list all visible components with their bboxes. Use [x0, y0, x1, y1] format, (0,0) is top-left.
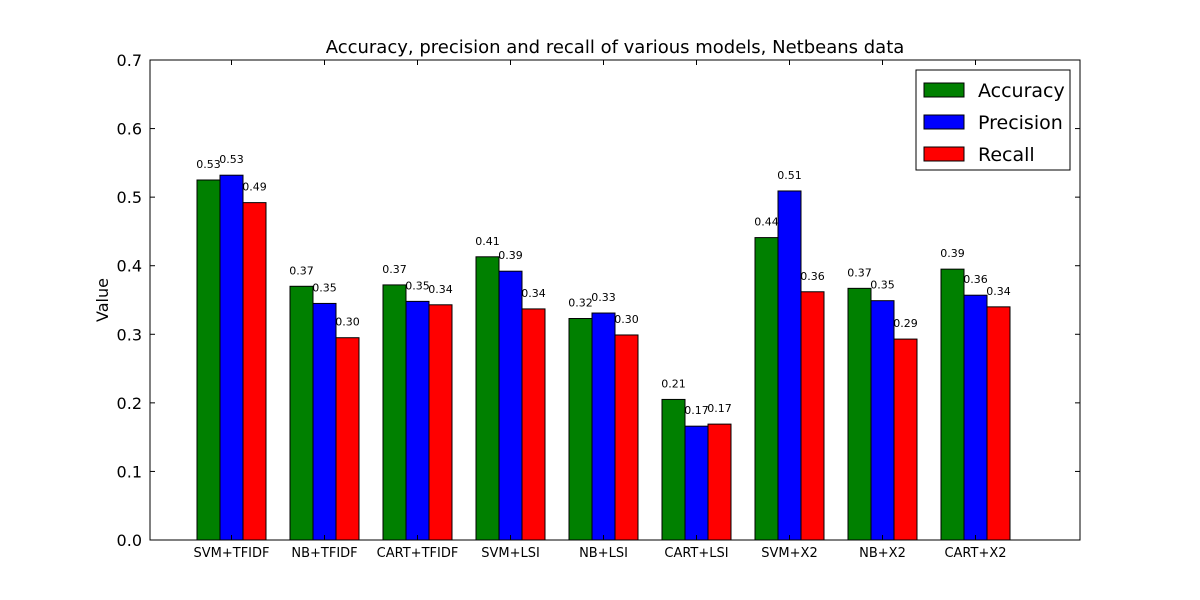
bar-accuracy-7	[847, 287, 872, 541]
bar-value-label: 0.35	[312, 281, 337, 294]
bar-value-label: 0.37	[847, 266, 872, 279]
bar-value-label: 0.41	[475, 235, 500, 248]
bar-recall-8	[986, 306, 1011, 541]
bar-value-label: 0.53	[196, 158, 221, 171]
legend-label-precision: Precision	[978, 112, 1063, 134]
bar-accuracy-0	[196, 179, 221, 541]
bar-precision-5	[684, 425, 709, 541]
bar-value-label: 0.30	[614, 313, 639, 326]
x-category-label: NB+TFIDF	[291, 546, 357, 561]
bar-value-label: 0.44	[754, 216, 779, 229]
bar-accuracy-2	[382, 284, 407, 541]
bar-precision-2	[405, 300, 430, 541]
bar-recall-5	[707, 423, 732, 541]
plot-frame	[149, 59, 1081, 541]
legend-label-recall: Recall	[978, 144, 1035, 166]
legend-label-accuracy: Accuracy	[978, 80, 1065, 102]
x-category-label: CART+TFIDF	[377, 546, 459, 561]
bar-value-label: 0.32	[568, 297, 593, 310]
y-tick-label: 0.5	[117, 188, 142, 207]
bar-precision-6	[777, 190, 802, 541]
bar-value-label: 0.21	[661, 377, 686, 390]
bar-recall-4	[614, 334, 639, 541]
bar-precision-8	[963, 294, 988, 541]
legend-swatch-precision	[923, 114, 965, 130]
bar-recall-0	[242, 202, 267, 541]
axes-group: 0.0 0.1 0.2 0.3 0.4 0.5 0.6 0.7 SVM+TFIDF NB+TFID…	[117, 51, 1081, 561]
y-tick-label: 0.0	[117, 531, 142, 550]
bar-value-label: 0.36	[963, 273, 988, 286]
x-category-label: SVM+X2	[761, 546, 817, 561]
bar-value-label: 0.35	[870, 279, 895, 292]
x-category-label: NB+X2	[859, 546, 906, 561]
bar-value-label: 0.30	[335, 316, 360, 329]
legend-swatch-recall	[923, 146, 965, 162]
bar-value-label: 0.39	[498, 249, 523, 262]
bar-value-label: 0.34	[521, 287, 546, 300]
bar-value-label: 0.49	[242, 181, 267, 194]
bar-recall-3	[521, 308, 546, 541]
bar-recall-6	[800, 291, 825, 541]
bar-value-label: 0.33	[591, 291, 616, 304]
x-category-label: CART+LSI	[664, 546, 728, 561]
x-category-label: SVM+TFIDF	[194, 546, 270, 561]
bar-recall-1	[335, 337, 360, 541]
y-tick-label: 0.2	[117, 394, 142, 413]
bar-value-label: 0.51	[777, 169, 802, 182]
bar-value-label: 0.17	[684, 404, 709, 417]
bar-value-label: 0.35	[405, 279, 430, 292]
bars-group	[196, 174, 1011, 541]
bar-value-label: 0.29	[893, 317, 918, 330]
bar-precision-0	[219, 174, 244, 541]
bar-value-labels: 0.530.530.490.370.350.300.370.350.340.41…	[196, 153, 1011, 417]
bar-value-label: 0.53	[219, 153, 244, 166]
bar-recall-2	[428, 304, 453, 541]
bar-value-label: 0.34	[986, 285, 1011, 298]
x-category-label: CART+X2	[944, 546, 1006, 561]
x-category-label: SVM+LSI	[481, 546, 540, 561]
bar-value-label: 0.37	[289, 264, 314, 277]
y-tick-label: 0.3	[117, 325, 142, 344]
bar-accuracy-6	[754, 237, 779, 541]
x-category-label: NB+LSI	[579, 546, 628, 561]
bar-precision-1	[312, 302, 337, 541]
bar-recall-7	[893, 338, 918, 541]
legend-swatch-accuracy	[923, 82, 965, 98]
bar-value-label: 0.37	[382, 263, 407, 276]
y-axis-label: Value	[93, 278, 112, 322]
y-tick-label: 0.4	[117, 257, 142, 276]
bar-value-label: 0.36	[800, 270, 825, 283]
bar-precision-3	[498, 270, 523, 541]
legend: Accuracy Precision Recall	[915, 69, 1071, 171]
y-tick-label: 0.1	[117, 462, 142, 481]
bar-precision-4	[591, 312, 616, 541]
y-tick-label: 0.7	[117, 51, 142, 70]
bar-accuracy-8	[940, 268, 965, 541]
bar-accuracy-3	[475, 256, 500, 541]
bar-value-label: 0.39	[940, 247, 965, 260]
y-tick-label: 0.6	[117, 120, 142, 139]
bar-accuracy-1	[289, 285, 314, 541]
bar-accuracy-5	[661, 398, 686, 541]
chart-title: Accuracy, precision and recall of variou…	[326, 37, 905, 58]
bar-accuracy-4	[568, 318, 593, 541]
bar-value-label: 0.17	[707, 402, 732, 415]
bar-value-label: 0.34	[428, 283, 453, 296]
bar-precision-7	[870, 300, 895, 541]
